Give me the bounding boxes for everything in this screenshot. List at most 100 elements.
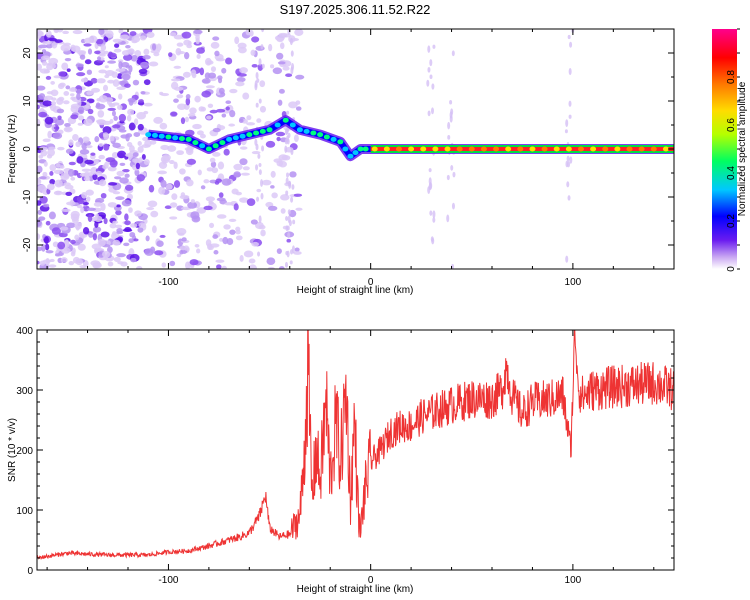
noise-blob [207, 103, 214, 109]
noise-blob [44, 116, 54, 125]
snr-y-axis-label: SNR (10 * v/v) [7, 418, 18, 482]
noise-blob [268, 43, 273, 52]
noise-blob [235, 235, 243, 241]
noise-blob [37, 209, 42, 215]
noise-blob [197, 169, 202, 176]
noise-blob [42, 100, 53, 107]
noise-blob [269, 64, 275, 69]
noise-blob [124, 184, 134, 191]
noise-blob [75, 258, 83, 266]
noise-blob [83, 118, 93, 126]
noise-blob [134, 50, 142, 58]
noise-blob [212, 152, 221, 157]
noise-blob [76, 99, 82, 107]
noise-blob [114, 176, 122, 180]
noise-blob [447, 121, 451, 130]
noise-blob [87, 172, 94, 177]
noise-blob [75, 63, 84, 68]
noise-blob [449, 111, 453, 119]
noise-blob [288, 219, 292, 227]
noise-blob [235, 81, 245, 87]
noise-blob [261, 29, 265, 33]
noise-blob [116, 230, 124, 235]
noise-blob [229, 88, 238, 94]
noise-blob [566, 181, 570, 188]
noise-blob [219, 238, 224, 242]
noise-blob [39, 195, 48, 204]
spectrogram-y-tick-label: 20 [22, 47, 33, 59]
noise-blob [214, 181, 220, 185]
noise-blob [87, 214, 93, 222]
noise-blob [37, 184, 47, 193]
noise-blob [451, 50, 455, 57]
noise-blob [132, 158, 138, 163]
noise-blob [142, 54, 151, 60]
spectrogram-y-tick-label: -20 [22, 237, 33, 252]
noise-blob [53, 126, 60, 130]
noise-blob [288, 180, 292, 187]
noise-blob [98, 143, 104, 147]
noise-blob [81, 191, 88, 199]
noise-blob [246, 115, 252, 121]
noise-blob [235, 226, 241, 232]
noise-blob [209, 157, 216, 163]
noise-blob [290, 50, 294, 57]
noise-blob [290, 196, 294, 203]
noise-blob [124, 220, 131, 226]
noise-blob [132, 79, 140, 86]
noise-blob [121, 73, 131, 81]
noise-blob [39, 68, 50, 74]
noise-blob [145, 235, 150, 242]
noise-blob [112, 239, 121, 246]
noise-blob [257, 153, 261, 159]
noise-blob [199, 67, 205, 76]
noise-blob [217, 75, 223, 80]
noise-blob [79, 149, 90, 155]
noise-blob [108, 102, 114, 107]
noise-blob [70, 251, 76, 257]
noise-blob [176, 227, 187, 236]
noise-blob [63, 42, 71, 46]
noise-blob [271, 192, 278, 199]
noise-blob [108, 182, 118, 186]
noise-blob [97, 56, 102, 61]
noise-blob [63, 182, 71, 186]
noise-blob [92, 262, 99, 269]
noise-blob [37, 246, 43, 252]
noise-blob [113, 115, 118, 121]
noise-blob [48, 211, 56, 220]
noise-blob [184, 116, 189, 123]
noise-blob [93, 158, 99, 165]
noise-blob [70, 176, 76, 181]
noise-blob [141, 153, 146, 160]
noise-blob [84, 159, 94, 165]
spectrogram-y-tick-label: 10 [22, 95, 33, 107]
noise-blob [70, 96, 76, 101]
noise-blob [50, 89, 59, 97]
noise-blob [248, 258, 256, 264]
carrier-blob [432, 146, 439, 152]
noise-blob [246, 198, 256, 207]
ridge-blob [323, 134, 330, 140]
ridge-blob [317, 132, 324, 138]
spectrogram-x-tick-label: -100 [158, 277, 178, 288]
noise-blob [133, 132, 141, 137]
noise-blob [123, 242, 130, 247]
noise-blob [107, 107, 116, 111]
noise-blob [49, 171, 54, 176]
noise-blob [112, 79, 120, 87]
noise-blob [77, 199, 85, 205]
noise-blob [59, 82, 66, 88]
noise-blob [258, 98, 262, 104]
spectrogram-x-tick-label: 100 [565, 277, 582, 288]
noise-blob [45, 30, 52, 38]
noise-blob [209, 222, 215, 229]
noise-blob [144, 140, 152, 147]
noise-blob [236, 76, 246, 83]
noise-blob [260, 229, 266, 237]
noise-blob [289, 171, 297, 178]
spectrogram-y-axis-label: Frequency (Hz) [7, 115, 18, 184]
snr-x-tick-label: 0 [368, 575, 374, 586]
noise-blob [40, 55, 51, 61]
noise-blob [43, 236, 49, 244]
